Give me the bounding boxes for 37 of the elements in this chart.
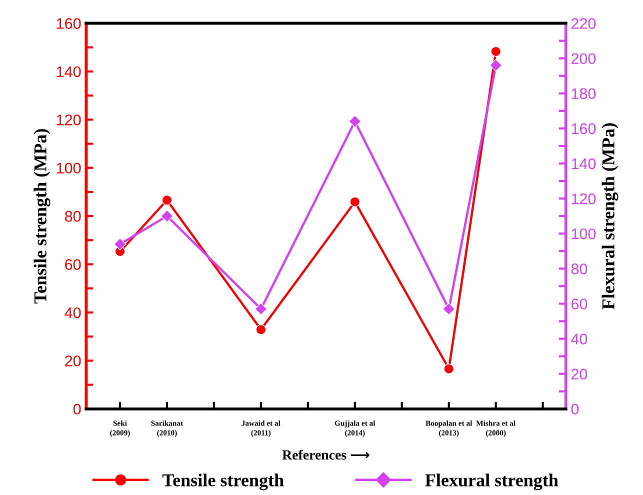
point bbox=[348, 115, 362, 128]
point bbox=[444, 364, 454, 374]
y2-tick-label: 0 bbox=[571, 404, 579, 415]
y2-tick-label: 160 bbox=[572, 123, 596, 134]
point bbox=[162, 194, 172, 206]
legend-label: Flexural strength bbox=[425, 474, 558, 490]
y2-tick-label: 220 bbox=[571, 18, 596, 29]
point bbox=[254, 302, 268, 316]
y2-tick-label: 180 bbox=[572, 88, 596, 100]
point bbox=[442, 302, 456, 316]
y2-tick-label: 80 bbox=[571, 264, 588, 274]
y-tick-label: 40 bbox=[64, 307, 81, 318]
y-tick-label: 100 bbox=[56, 162, 81, 174]
y2-tick-label: 200 bbox=[571, 53, 596, 64]
point bbox=[490, 59, 502, 72]
y2-tick-label: 40 bbox=[571, 334, 588, 344]
y-tick-label: 140 bbox=[56, 66, 81, 78]
point bbox=[114, 238, 126, 250]
y2-tick-label: 140 bbox=[572, 158, 596, 170]
y-tick-label: 20 bbox=[65, 356, 81, 366]
y-tick-label: 120 bbox=[56, 114, 81, 126]
y2-tick-label: 20 bbox=[571, 368, 588, 380]
y2-axis-title: Flexural strength (MPa) bbox=[602, 123, 618, 310]
y-tick-label: 80 bbox=[64, 210, 81, 222]
y2-tick-label: 60 bbox=[571, 298, 588, 310]
y-tick-label: 0 bbox=[73, 404, 81, 415]
y2-tick-label: 120 bbox=[572, 193, 596, 204]
legend-label: Tensile strength bbox=[162, 474, 284, 490]
y2-tick-label: 100 bbox=[572, 228, 596, 240]
point bbox=[160, 210, 174, 222]
y-axis-title: Tensile strength (MPa) bbox=[34, 129, 50, 304]
point bbox=[490, 46, 502, 57]
point bbox=[350, 196, 360, 208]
y-tick-label: 160 bbox=[56, 18, 81, 29]
point bbox=[256, 324, 266, 335]
y-tick-label: 60 bbox=[65, 259, 81, 270]
x-axis-title: References ⟶ bbox=[282, 450, 370, 460]
